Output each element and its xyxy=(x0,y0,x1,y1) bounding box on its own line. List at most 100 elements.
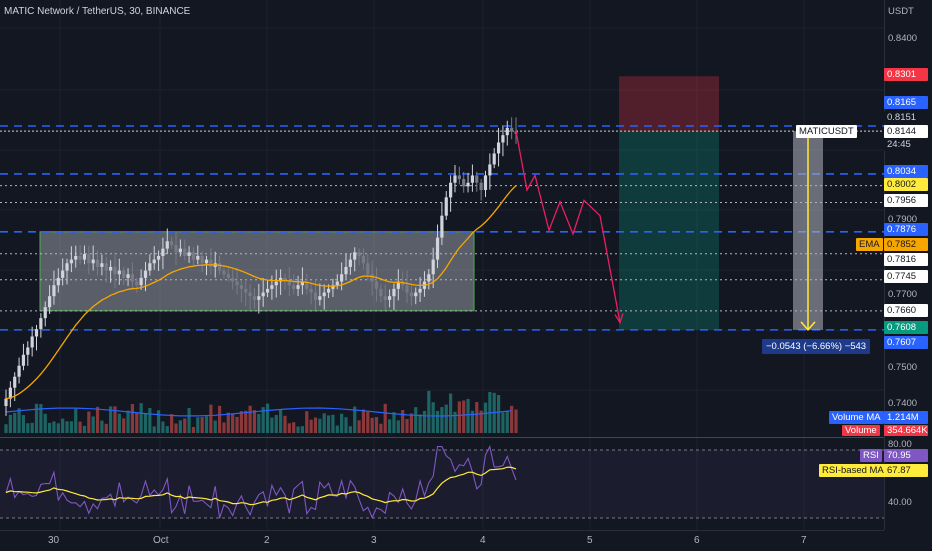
symbol-line-label: MATICUSDT xyxy=(796,125,857,138)
candle-body xyxy=(305,281,309,289)
candle-body xyxy=(405,285,409,293)
volume-bar xyxy=(91,416,95,433)
volume-bar xyxy=(409,413,413,433)
candle-body xyxy=(379,288,383,297)
volume-bar xyxy=(379,423,383,433)
candle-body xyxy=(17,365,21,377)
time-tick: Oct xyxy=(153,535,169,546)
candle-body xyxy=(326,288,331,293)
candle-body xyxy=(466,182,470,187)
consolidation-range xyxy=(39,231,475,312)
candle-body xyxy=(74,255,78,260)
currency-label: USDT xyxy=(888,6,914,17)
volume-bar xyxy=(440,407,444,433)
target-price-tag: 0.7607 xyxy=(884,336,928,349)
time-tick: 30 xyxy=(48,535,60,546)
volume-bar xyxy=(187,408,191,433)
volume-bar xyxy=(305,411,309,433)
price-candles xyxy=(4,117,518,416)
candle-body xyxy=(87,254,91,264)
volume-value: 354.664K xyxy=(884,425,928,436)
volume-bar xyxy=(401,409,405,433)
measure-label: −0.0543 (−6.66%) −543 xyxy=(762,339,871,354)
candle-body xyxy=(409,292,413,297)
candle-body xyxy=(148,263,152,271)
range-box xyxy=(39,231,475,312)
candle-body xyxy=(226,274,230,278)
time-tick: 3 xyxy=(371,535,377,546)
volume-bar xyxy=(344,417,348,433)
volume-bar xyxy=(505,411,509,433)
price-tick: 0.7400 xyxy=(888,398,918,409)
volume-ma-line xyxy=(5,407,512,417)
candle-body xyxy=(444,197,448,216)
volume-bar xyxy=(357,420,361,433)
volume-bar xyxy=(69,421,73,433)
volume-ma-label: Volume MA xyxy=(829,411,884,424)
candle-body xyxy=(414,292,418,297)
volume-bar xyxy=(501,412,505,433)
candle-body xyxy=(109,266,113,271)
candle-body xyxy=(449,182,453,198)
level-price-tag: 0.8002 xyxy=(884,178,928,191)
volume-bar xyxy=(510,405,514,433)
candle-body xyxy=(61,270,65,278)
rsi-tick: 40.00 xyxy=(888,497,912,508)
chart-canvas[interactable] xyxy=(0,0,884,530)
volume-bar xyxy=(444,404,448,433)
candle-body xyxy=(47,296,52,308)
candle-body xyxy=(239,285,243,289)
candle-body xyxy=(261,292,265,297)
candle-body xyxy=(26,347,30,355)
candle-body xyxy=(95,259,100,267)
volume-bar xyxy=(148,407,152,433)
volume-bar xyxy=(370,417,374,433)
rsi-ma-value: 67.87 xyxy=(884,464,928,477)
volume-bar xyxy=(252,410,257,433)
volume-bar xyxy=(374,417,379,433)
volume-bar xyxy=(95,406,100,433)
candle-body xyxy=(370,274,374,282)
volume-bar xyxy=(200,417,204,433)
volume-bar xyxy=(174,423,178,433)
volume-bar xyxy=(183,418,187,433)
volume-bar xyxy=(366,411,370,433)
candle-body xyxy=(165,241,169,249)
candle-body xyxy=(274,281,278,286)
level-price-tag: 0.7745 xyxy=(884,270,928,283)
candle-body xyxy=(65,263,69,271)
volume-bar xyxy=(156,410,161,433)
projection-arrowhead xyxy=(614,313,624,325)
volume-bar xyxy=(78,421,82,433)
volume-bar xyxy=(139,403,143,433)
entry-price-tag: 0.8165 xyxy=(884,96,928,109)
volume-bar xyxy=(100,420,104,433)
candle-body xyxy=(470,175,475,183)
volume-bar xyxy=(82,425,87,433)
volume-bar xyxy=(279,409,283,433)
candle-body xyxy=(300,281,305,286)
rsi-line xyxy=(5,444,517,519)
time-axis[interactable] xyxy=(0,530,884,551)
candle-body xyxy=(235,281,239,286)
volume-bar xyxy=(296,426,300,433)
candle-body xyxy=(34,329,39,337)
pane-divider[interactable] xyxy=(0,437,884,438)
volume-bar xyxy=(235,416,239,433)
volume-bar xyxy=(475,401,479,433)
volume-bar xyxy=(396,420,400,433)
candle-body xyxy=(130,274,135,282)
price-tick: 0.8400 xyxy=(888,33,918,44)
volume-bar xyxy=(392,412,396,433)
candle-body xyxy=(191,252,196,260)
volume-bar xyxy=(143,412,148,433)
stop-loss-zone xyxy=(619,76,719,132)
candle-body xyxy=(510,127,514,132)
volume-bar xyxy=(191,426,196,433)
candle-body xyxy=(431,259,435,275)
candle-body xyxy=(8,387,12,399)
volume-bar xyxy=(318,418,322,433)
candle-body xyxy=(170,241,174,245)
candle-body xyxy=(135,281,139,286)
symbol-title[interactable]: MATIC Network / TetherUS, 30, BINANCE xyxy=(4,6,191,17)
